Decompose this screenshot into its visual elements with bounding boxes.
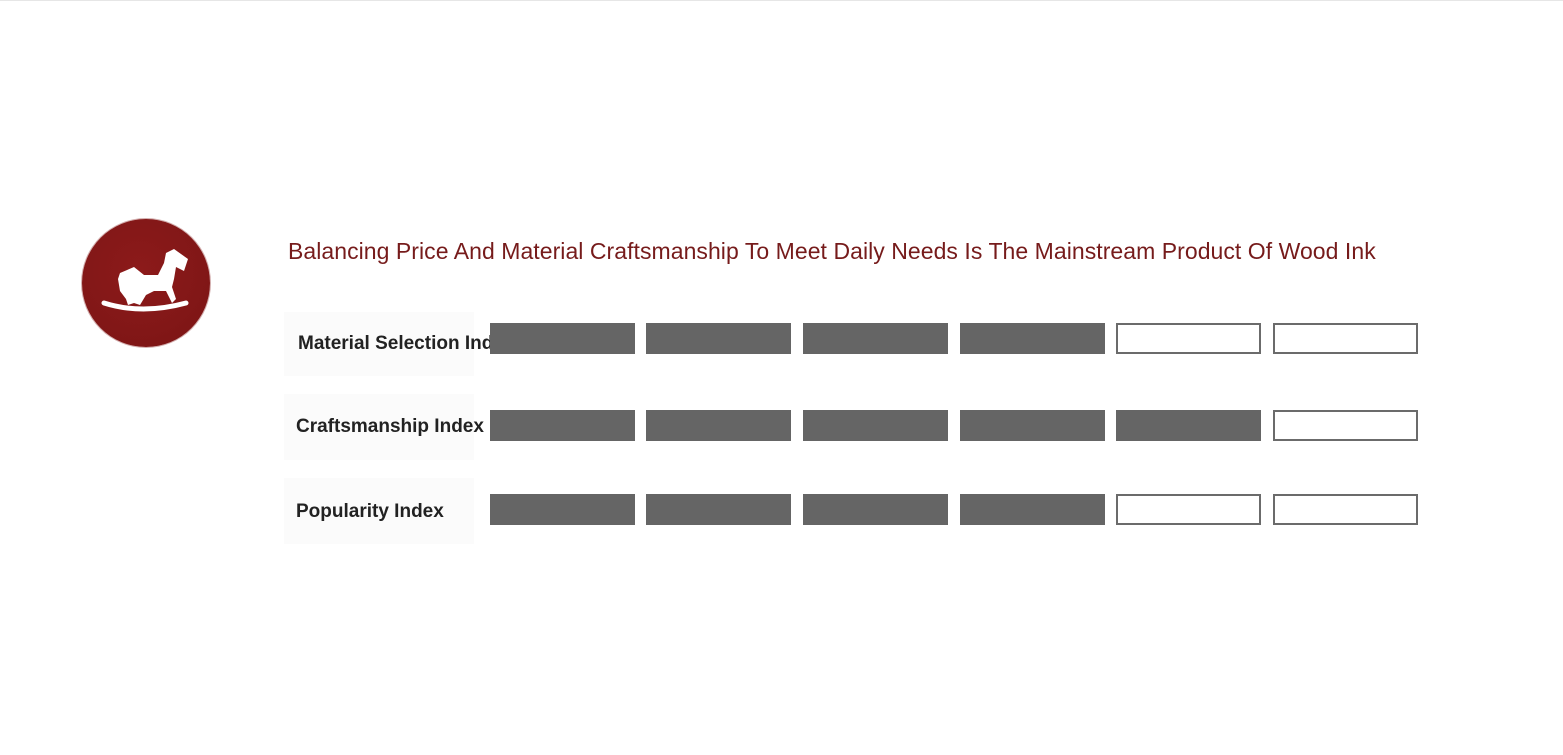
material-selection-index-label: Material Selection Index <box>298 333 515 354</box>
rating-segment-filled <box>490 494 635 525</box>
row-label-background <box>284 312 474 376</box>
row-label-background <box>284 478 474 544</box>
rating-segment-filled <box>803 410 948 441</box>
rating-segment-filled <box>646 410 791 441</box>
craftsmanship-index-label: Craftsmanship Index <box>296 416 484 437</box>
rating-segment-filled <box>490 323 635 354</box>
top-divider <box>0 0 1563 1</box>
rating-segment-empty <box>1273 410 1418 441</box>
rating-segment-filled <box>646 494 791 525</box>
rocking-horse-icon <box>101 249 189 312</box>
rating-segment-filled <box>490 410 635 441</box>
rating-segment-empty <box>1116 323 1261 354</box>
row-label-background <box>284 394 474 460</box>
rating-segment-filled <box>803 494 948 525</box>
rating-segment-empty <box>1273 323 1418 354</box>
rating-segment-filled <box>803 323 948 354</box>
rating-segment-filled <box>960 323 1105 354</box>
page-title: Balancing Price And Material Craftsmansh… <box>288 238 1376 264</box>
popularity-index-label: Popularity Index <box>296 501 444 522</box>
rating-segment-filled <box>1116 410 1261 441</box>
rating-segment-empty <box>1116 494 1261 525</box>
rating-segment-empty <box>1273 494 1418 525</box>
rating-segment-filled <box>646 323 791 354</box>
rating-segment-filled <box>960 494 1105 525</box>
rating-segment-filled <box>960 410 1105 441</box>
brand-logo <box>82 219 210 347</box>
